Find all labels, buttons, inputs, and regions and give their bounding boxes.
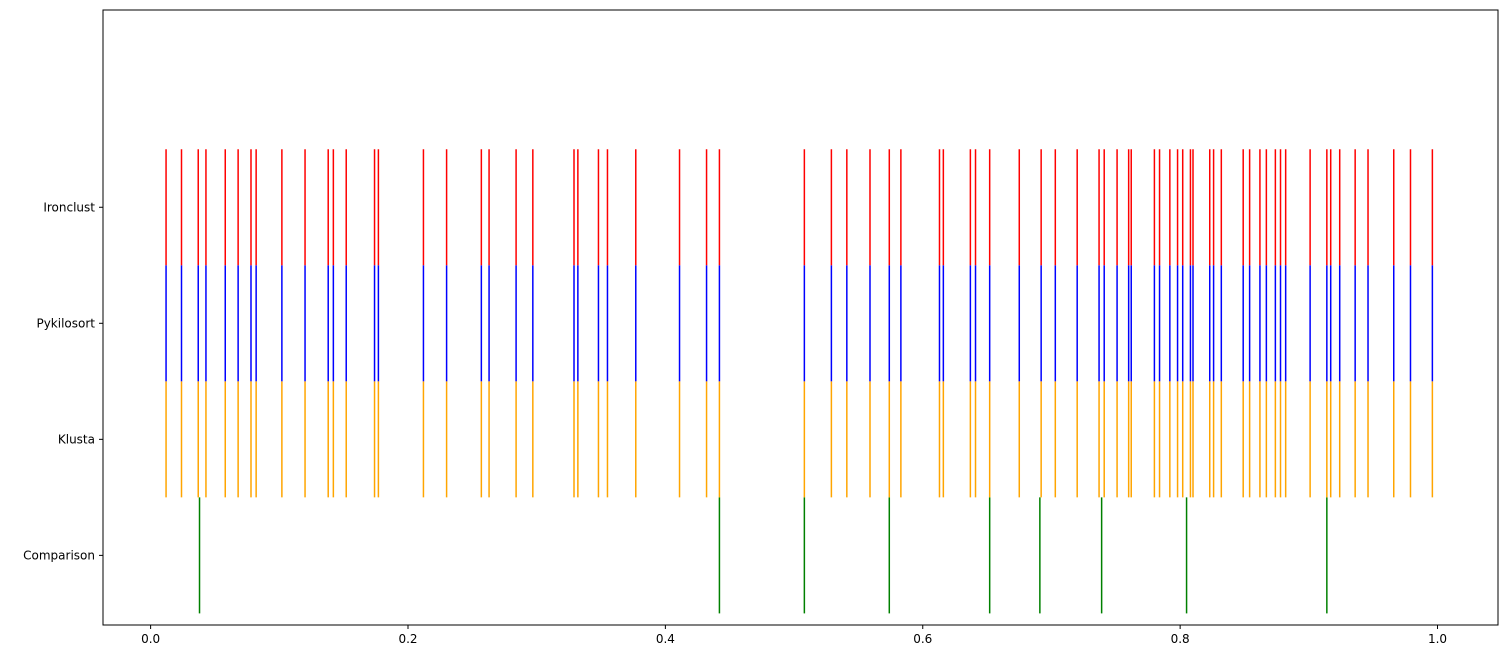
series-klusta xyxy=(165,381,1434,498)
x-axis: 0.0 0.2 0.4 0.6 0.8 1.0 xyxy=(141,625,1447,646)
x-tick-label-0: 0.0 xyxy=(141,632,160,646)
y-tick-label-ironclust: Ironclust xyxy=(43,200,95,214)
y-tick-label-klusta: Klusta xyxy=(58,432,95,446)
series-pykilosort xyxy=(165,265,1434,382)
x-tick-label-4: 0.8 xyxy=(1171,632,1190,646)
plot-area xyxy=(165,149,1434,614)
y-tick-label-pykilosort: Pykilosort xyxy=(36,316,95,330)
y-tick-label-comparison: Comparison xyxy=(23,548,95,562)
x-tick-label-1: 0.2 xyxy=(398,632,417,646)
x-tick-label-5: 1.0 xyxy=(1428,632,1447,646)
y-axis: Comparison Klusta Pykilosort Ironclust xyxy=(23,200,103,562)
axes-frame xyxy=(102,9,1499,626)
series-comparison xyxy=(198,497,1328,614)
series-ironclust xyxy=(165,149,1434,266)
x-tick-label-3: 0.6 xyxy=(913,632,932,646)
x-tick-label-2: 0.4 xyxy=(656,632,675,646)
